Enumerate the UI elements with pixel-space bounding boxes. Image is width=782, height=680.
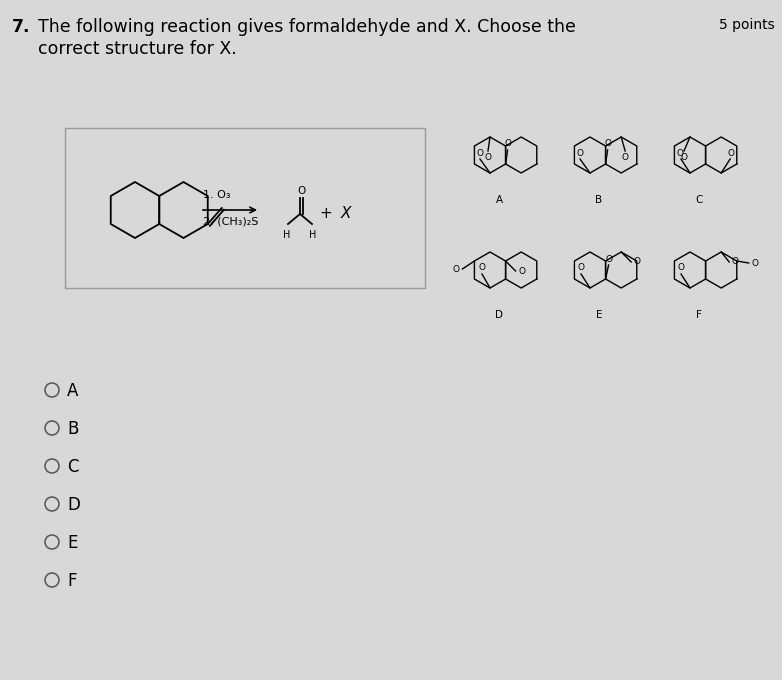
Text: O: O <box>677 263 684 273</box>
Text: 2. (CH₃)₂S: 2. (CH₃)₂S <box>203 216 258 226</box>
Text: O: O <box>752 258 759 267</box>
Text: O: O <box>604 139 611 148</box>
Text: F: F <box>696 310 702 320</box>
Text: O: O <box>622 152 629 162</box>
Text: O: O <box>633 258 640 267</box>
Text: O: O <box>485 152 492 162</box>
Text: O: O <box>676 148 683 158</box>
Text: D: D <box>495 310 503 320</box>
Text: B: B <box>595 195 603 205</box>
Text: C: C <box>67 458 78 476</box>
Text: correct structure for X.: correct structure for X. <box>38 40 237 58</box>
Text: O: O <box>479 263 486 273</box>
Text: O: O <box>728 148 734 158</box>
Text: E: E <box>67 534 77 552</box>
Text: F: F <box>67 572 77 590</box>
Text: O: O <box>577 263 584 273</box>
Text: H: H <box>310 230 317 240</box>
Text: O: O <box>680 152 687 162</box>
Text: O: O <box>732 258 739 267</box>
Text: 7.: 7. <box>12 18 30 36</box>
Text: O: O <box>453 265 460 273</box>
Text: O: O <box>504 139 511 148</box>
Text: O: O <box>576 148 583 158</box>
Text: A: A <box>67 382 78 400</box>
Text: O: O <box>476 148 483 158</box>
Text: +: + <box>320 205 332 220</box>
Text: B: B <box>67 420 78 438</box>
Text: The following reaction gives formaldehyde and X. Choose the: The following reaction gives formaldehyd… <box>38 18 576 36</box>
Text: O: O <box>297 186 305 196</box>
Text: E: E <box>596 310 602 320</box>
Text: D: D <box>67 496 80 514</box>
Text: O: O <box>605 254 612 263</box>
Text: X: X <box>341 205 351 220</box>
Bar <box>65 128 425 288</box>
Text: H: H <box>283 230 291 240</box>
Text: C: C <box>695 195 703 205</box>
Text: 1. O₃: 1. O₃ <box>203 190 231 200</box>
Text: A: A <box>496 195 503 205</box>
Text: O: O <box>518 267 525 275</box>
Text: 5 points: 5 points <box>719 18 775 32</box>
